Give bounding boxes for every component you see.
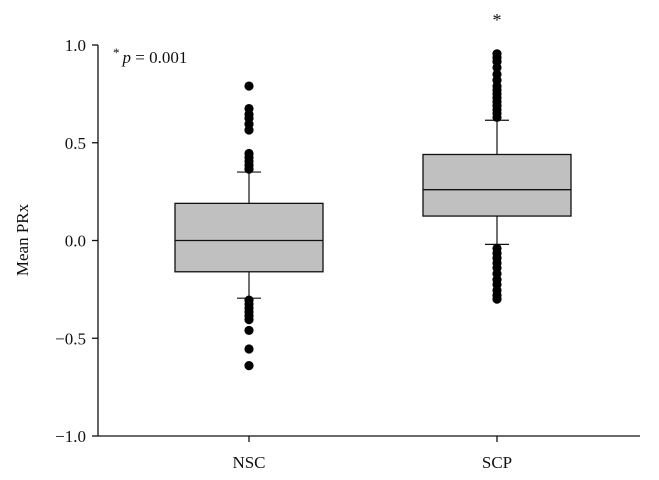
x-tick-label: NSC bbox=[232, 453, 265, 472]
box-group-nsc bbox=[174, 81, 324, 371]
outlier-point bbox=[244, 295, 254, 305]
p-value-annotation: * p = 0.001 bbox=[113, 45, 187, 67]
outlier-point bbox=[492, 69, 502, 79]
p-value-text: = 0.001 bbox=[131, 48, 187, 67]
outlier-point bbox=[244, 325, 254, 336]
y-axis-label: Mean PRx bbox=[13, 203, 32, 276]
box-iqr bbox=[422, 153, 572, 217]
p-value-symbol: p bbox=[122, 48, 132, 67]
boxes bbox=[174, 49, 572, 371]
y-tick-label: −1.0 bbox=[55, 427, 86, 446]
significance-star: * bbox=[493, 10, 502, 30]
outlier-point bbox=[244, 361, 254, 371]
outlier-point bbox=[492, 243, 502, 253]
y-ticks: −1.0 −0.5 0.0 0.5 1.0 bbox=[55, 36, 98, 446]
outlier-point bbox=[244, 103, 254, 114]
box-group-scp bbox=[422, 49, 572, 304]
x-tick-label: SCP bbox=[482, 453, 512, 472]
y-tick-label: 1.0 bbox=[65, 36, 86, 55]
outlier-point bbox=[244, 81, 254, 91]
outlier-point bbox=[492, 49, 502, 59]
y-tick-label: 0.5 bbox=[65, 134, 86, 153]
p-value-star: * bbox=[113, 45, 120, 60]
y-tick-label: −0.5 bbox=[55, 329, 86, 348]
x-ticks: NSC SCP bbox=[232, 436, 512, 472]
outlier-point bbox=[244, 344, 254, 354]
box-iqr bbox=[174, 202, 324, 273]
y-tick-label: 0.0 bbox=[65, 232, 86, 251]
outlier-point bbox=[244, 148, 254, 159]
